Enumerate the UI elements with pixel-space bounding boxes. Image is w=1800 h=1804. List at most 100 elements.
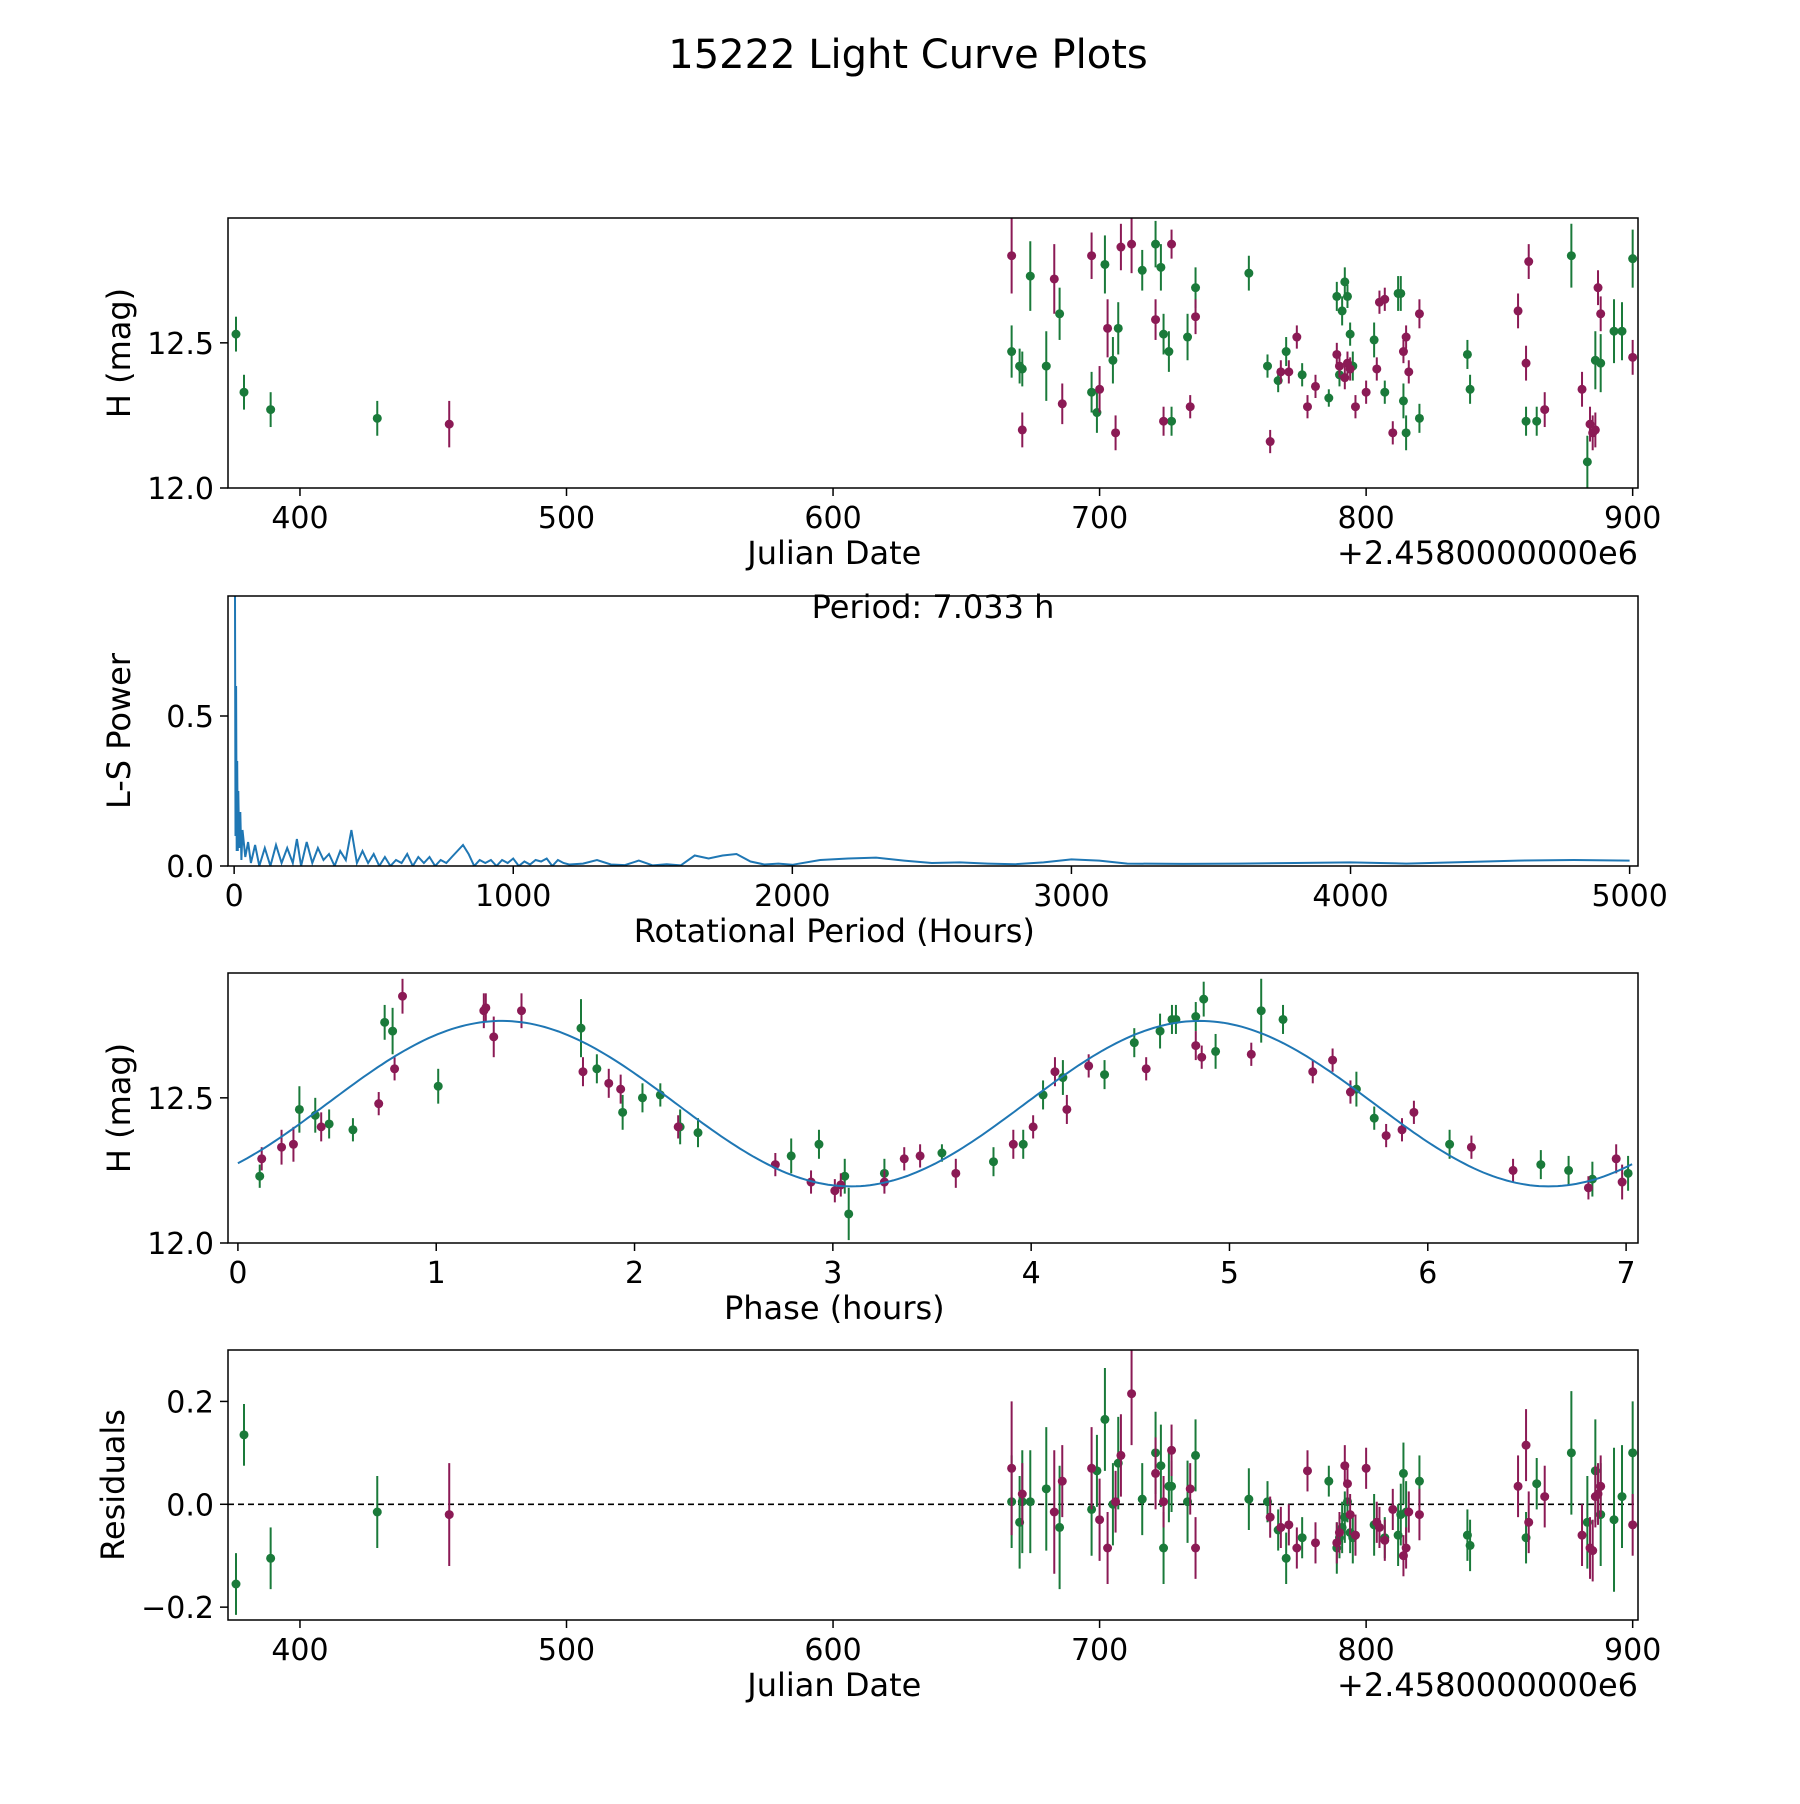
data-point bbox=[814, 1139, 824, 1149]
data-point bbox=[1041, 1484, 1051, 1494]
data-point bbox=[1328, 1055, 1338, 1065]
plot-area bbox=[228, 1350, 1638, 1615]
data-point bbox=[1185, 1484, 1195, 1494]
data-point bbox=[1156, 1461, 1166, 1471]
data-point bbox=[1062, 1104, 1072, 1114]
data-point bbox=[1025, 1497, 1035, 1507]
data-point bbox=[1414, 413, 1424, 423]
axes-frame bbox=[227, 217, 1639, 489]
data-point bbox=[1465, 384, 1475, 394]
data-point bbox=[1127, 1389, 1137, 1399]
data-point bbox=[1049, 1507, 1059, 1517]
data-point bbox=[1167, 1445, 1177, 1455]
data-point bbox=[1324, 393, 1334, 403]
data-point bbox=[1265, 437, 1275, 447]
data-point bbox=[899, 1154, 909, 1164]
x-tick-label: 1000 bbox=[475, 879, 551, 914]
data-point bbox=[1324, 1476, 1334, 1486]
data-point bbox=[1103, 323, 1113, 333]
data-point bbox=[673, 1122, 683, 1132]
data-point bbox=[1583, 1183, 1593, 1193]
data-point bbox=[1342, 1479, 1352, 1489]
data-point bbox=[1191, 1543, 1201, 1553]
data-point bbox=[1540, 405, 1550, 415]
data-point bbox=[1596, 309, 1606, 319]
data-point bbox=[786, 1151, 796, 1161]
data-point bbox=[1057, 399, 1067, 409]
data-point bbox=[1372, 364, 1382, 374]
data-point bbox=[1388, 428, 1398, 438]
data-point bbox=[1155, 1026, 1165, 1036]
data-point bbox=[1055, 1522, 1065, 1532]
data-point bbox=[1310, 1538, 1320, 1548]
data-point bbox=[1340, 373, 1350, 383]
data-point bbox=[578, 1067, 588, 1077]
x-axis-label: Julian Date bbox=[745, 534, 921, 572]
data-point bbox=[1057, 1476, 1067, 1486]
data-point bbox=[1025, 271, 1035, 281]
data-point bbox=[239, 387, 249, 397]
data-point bbox=[1588, 1546, 1598, 1556]
data-point bbox=[1017, 425, 1027, 435]
data-point bbox=[1388, 1504, 1398, 1514]
panel-lightcurve: 400 500 600 700 800 900 12.0 12.5 Julian Date H (… bbox=[100, 217, 1661, 572]
data-point bbox=[1211, 1046, 1221, 1056]
axes-frame bbox=[227, 595, 1639, 867]
data-point bbox=[1617, 1492, 1627, 1502]
data-point bbox=[844, 1209, 854, 1219]
data-point bbox=[1159, 329, 1169, 339]
data-point bbox=[1361, 387, 1371, 397]
data-point bbox=[481, 1003, 491, 1013]
x-tick-label: 800 bbox=[1337, 501, 1394, 536]
data-point bbox=[1401, 1543, 1411, 1553]
data-point bbox=[1398, 1468, 1408, 1478]
data-point bbox=[1164, 347, 1174, 357]
y-axis-label: L-S Power bbox=[100, 652, 138, 809]
y-tick-label: 0.2 bbox=[166, 1385, 214, 1420]
data-point bbox=[1577, 384, 1587, 394]
data-point bbox=[1524, 1517, 1534, 1527]
data-point bbox=[1095, 1515, 1105, 1525]
data-point bbox=[1617, 326, 1627, 336]
data-point bbox=[1284, 1520, 1294, 1530]
data-point bbox=[1462, 349, 1472, 359]
data-point bbox=[444, 419, 454, 429]
x-tick-label: 400 bbox=[271, 1633, 328, 1668]
y-tick-label: 12.5 bbox=[147, 327, 214, 362]
data-point bbox=[1141, 1064, 1151, 1074]
data-point bbox=[616, 1084, 626, 1094]
x-tick-label: 3 bbox=[823, 1256, 842, 1291]
data-point bbox=[1276, 367, 1286, 377]
data-point bbox=[1332, 291, 1342, 301]
data-point bbox=[1466, 1142, 1476, 1152]
y-tick-label: 0.0 bbox=[166, 1488, 214, 1523]
y-tick-label: 12.5 bbox=[147, 1082, 214, 1117]
x-tick-label: 6 bbox=[1418, 1256, 1437, 1291]
data-point bbox=[1055, 309, 1065, 319]
series-line-2 bbox=[237, 1019, 1633, 1188]
x-axis-label: Rotational Period (Hours) bbox=[634, 912, 1035, 950]
data-point bbox=[1609, 1515, 1619, 1525]
data-point bbox=[1284, 367, 1294, 377]
x-tick-label: 900 bbox=[1604, 501, 1661, 536]
data-point bbox=[1183, 332, 1193, 342]
data-point bbox=[951, 1168, 961, 1178]
x-tick-label: 600 bbox=[804, 1633, 861, 1668]
data-point bbox=[1536, 1160, 1546, 1170]
y-tick-label: 12.0 bbox=[147, 472, 214, 507]
data-point bbox=[1281, 1553, 1291, 1563]
data-point bbox=[294, 1104, 304, 1114]
y-tick-label: 0.5 bbox=[166, 700, 214, 735]
data-point bbox=[239, 1430, 249, 1440]
y-axis-label: H (mag) bbox=[100, 1043, 138, 1173]
data-point bbox=[1369, 335, 1379, 345]
data-point bbox=[1414, 1476, 1424, 1486]
data-point bbox=[1628, 1448, 1638, 1458]
axes-frame bbox=[227, 972, 1639, 1244]
data-point bbox=[1113, 323, 1123, 333]
x-tick-label: 7 bbox=[1617, 1256, 1636, 1291]
plot-area bbox=[231, 218, 1638, 488]
period-annotation: Period: 7.033 h bbox=[812, 588, 1055, 626]
data-point bbox=[1628, 352, 1638, 362]
